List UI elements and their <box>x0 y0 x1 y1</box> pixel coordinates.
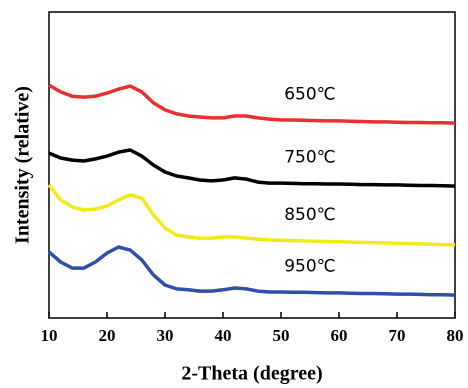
x-tick-label: 30 <box>157 326 174 345</box>
x-tick-label: 20 <box>99 326 116 345</box>
series-line <box>47 245 456 297</box>
plot-frame <box>48 11 456 319</box>
x-tick-label: 60 <box>331 326 348 345</box>
x-tick-label: 40 <box>215 326 232 345</box>
x-axis-label: 2-Theta (degree) <box>181 363 322 385</box>
series-line <box>47 183 456 247</box>
series-line <box>48 83 456 125</box>
series-label: 850℃ <box>284 205 336 225</box>
series-line <box>48 148 456 188</box>
series-label: 750℃ <box>284 148 336 168</box>
x-tick-label: 80 <box>447 326 464 345</box>
x-tick-label: 70 <box>389 326 406 345</box>
x-tick-label: 10 <box>41 326 58 345</box>
y-axis-label: Intensity (relative) <box>12 86 34 244</box>
x-tick-label: 50 <box>273 326 290 345</box>
series-label: 650℃ <box>284 84 336 104</box>
series-label: 950℃ <box>284 256 336 276</box>
